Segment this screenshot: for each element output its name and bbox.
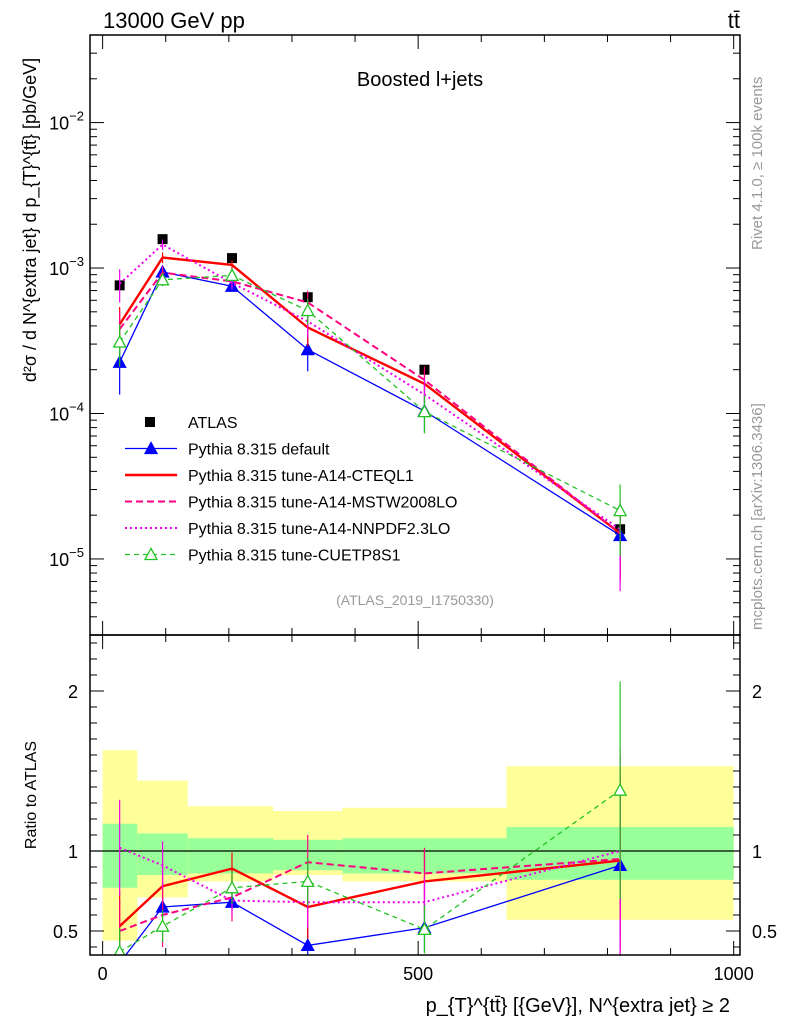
x-tick-label: 0: [98, 964, 108, 984]
legend-item-pythia-8-315-default: Pythia 8.315 default: [125, 441, 330, 459]
data-point: [300, 874, 315, 888]
data-point: [613, 782, 628, 796]
legend-item-pythia-8-315-tune-a14-cteql1: Pythia 8.315 tune-A14-CTEQL1: [125, 468, 414, 485]
atlas-point: [157, 234, 168, 245]
process-label: tt̄: [728, 8, 740, 33]
legend-label: Pythia 8.315 tune-A14-CTEQL1: [188, 468, 414, 485]
atlas-point: [226, 253, 237, 264]
legend-marker: [143, 547, 159, 561]
legend: ATLAS Pythia 8.315 default Pythia 8.315 tu…: [125, 415, 457, 565]
legend-item-pythia-8-315-tune-a14-nnpdf2-3lo: Pythia 8.315 tune-A14-NNPDF2.3LO: [125, 521, 450, 538]
data-point: [613, 503, 628, 517]
y-tick-label: 10−5: [49, 545, 84, 570]
series-line: [118, 243, 621, 531]
data-point: [155, 918, 170, 932]
legend-item-atlas: ATLAS: [145, 415, 238, 432]
x-tick-label: 500: [403, 964, 433, 984]
legend-item-pythia-8-315-tune-cuetp8s1: Pythia 8.315 tune-CUETP8S1: [125, 547, 401, 565]
x-axis-label: p_{T}^{tt̄} [{GeV}], N^{extra jet} ≥ 2: [426, 995, 730, 1017]
data-point: [417, 922, 432, 936]
main-y-axis-label: d²σ / d N^{extra jet} d p_{T}^{tt̄} [pb/…: [20, 58, 41, 382]
series-line: [118, 271, 621, 535]
y-tick-label: 10−2: [49, 109, 84, 134]
data-point: [112, 334, 127, 348]
legend-label: ATLAS: [188, 415, 238, 432]
y-tick-label: 10−4: [49, 399, 84, 424]
ratio-y-tick-label-right: 2: [752, 682, 762, 702]
ratio-y-axis-label: Ratio to ATLAS: [23, 741, 40, 849]
ratio-y-tick-label-right: 0.5: [752, 922, 777, 942]
data-point: [417, 404, 432, 418]
ratio-y-tick-label-left: 2: [68, 682, 78, 702]
plot-title: Boosted l+jets: [357, 69, 483, 91]
data-point: [224, 268, 240, 282]
legend-label: Pythia 8.315 tune-CUETP8S1: [188, 548, 401, 565]
energy-label: 13000 GeV pp: [103, 8, 245, 33]
ratio-y-tick-label-right: 1: [752, 842, 762, 862]
data-point: [114, 957, 126, 968]
series-pythia-8-315-tune-cuetp8s1: [112, 268, 628, 556]
ratio-series-pythia-8-315-tune-cuetp8s1: [113, 681, 628, 955]
ratio-y-tick-label-left: 1: [68, 842, 78, 862]
x-tick-label: 1000: [714, 964, 754, 984]
rivet-label: Rivet 4.1.0, ≥ 100k events: [749, 77, 766, 250]
ratio-series-group: [113, 681, 628, 968]
legend-label: Pythia 8.315 tune-A14-NNPDF2.3LO: [188, 521, 450, 538]
data-point: [155, 272, 170, 286]
stat-uncertainty-band: [187, 838, 274, 874]
ratio-panel: 0.5 0.5 1 1 2 2: [53, 634, 777, 968]
legend-label: Pythia 8.315 default: [188, 442, 330, 459]
series-line: [119, 858, 621, 932]
y-tick-label: 10−3: [49, 254, 84, 279]
data-point: [300, 303, 315, 317]
legend-marker: [145, 417, 155, 427]
analysis-label: (ATLAS_2019_I1750330): [336, 592, 494, 608]
data-point: [113, 944, 126, 955]
series-line: [118, 256, 621, 535]
data-point: [300, 938, 315, 952]
ratio-frame: [89, 634, 741, 956]
source-label: mcplots.cern.ch [arXiv:1306.3436]: [749, 403, 766, 630]
legend-marker: [143, 441, 159, 455]
data-point: [224, 880, 240, 894]
series-line: [124, 864, 621, 955]
main-frame: [89, 34, 741, 636]
legend-label: Pythia 8.315 tune-A14-MSTW2008LO: [188, 495, 457, 512]
series-line: [119, 271, 621, 537]
data-point: [300, 342, 315, 356]
series-line: [118, 859, 621, 928]
legend-item-pythia-8-315-tune-a14-mstw2008lo: Pythia 8.315 tune-A14-MSTW2008LO: [125, 495, 457, 512]
ratio-y-tick-label-left: 0.5: [53, 922, 78, 942]
series-line: [119, 789, 621, 953]
series-line: [119, 846, 621, 904]
